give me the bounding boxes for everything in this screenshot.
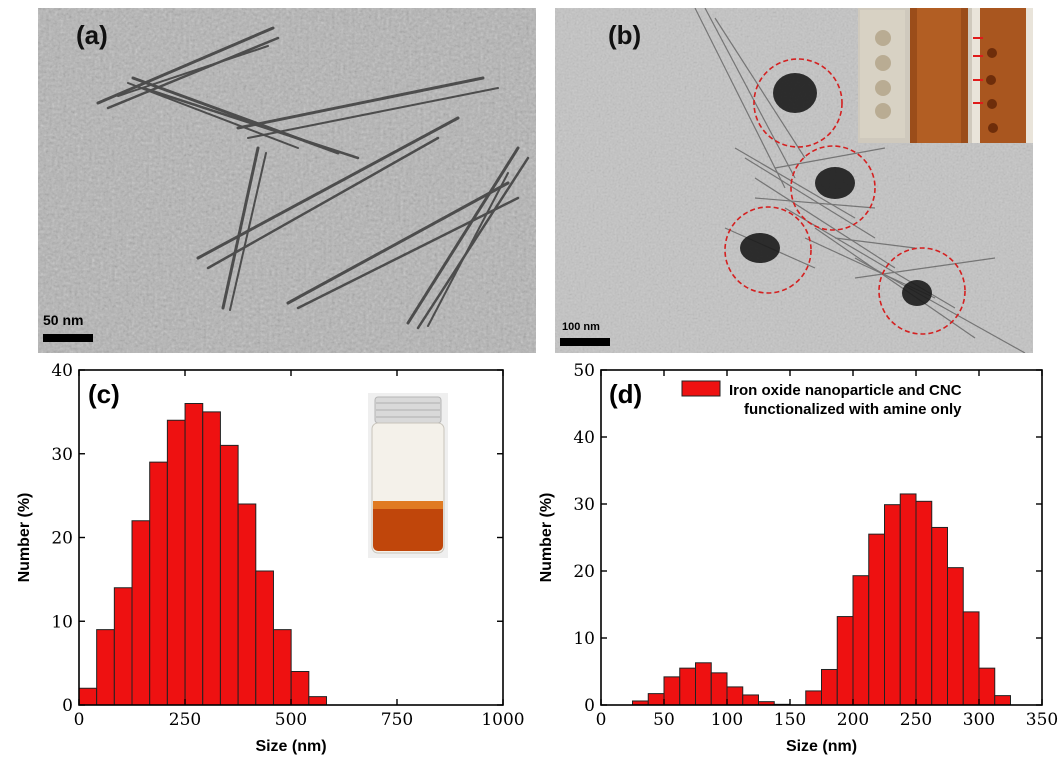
histogram-bar <box>821 668 838 706</box>
x-tick-label: 350 <box>1026 710 1058 730</box>
tem-image-b: (b) 100 nm <box>555 8 1033 353</box>
scale-bar-a <box>43 334 93 342</box>
histogram-bar <box>113 587 133 706</box>
x-axis-title: Size (nm) <box>255 738 326 755</box>
x-tick-label: 150 <box>774 710 806 730</box>
panel-label-a: (a) <box>76 20 108 50</box>
histogram-bar <box>868 533 885 706</box>
histogram-bar <box>96 629 115 706</box>
y-tick-label: 10 <box>51 612 73 632</box>
y-tick-label: 50 <box>573 361 595 381</box>
histogram-bar <box>308 696 328 706</box>
histogram-bar <box>663 676 681 706</box>
tem-image-b-drawing <box>555 8 1033 353</box>
histogram-chart-d: (d) Iron oxide nanoparticle and CNC func… <box>538 361 1058 755</box>
histogram-bar <box>647 693 665 706</box>
histogram-bar <box>237 503 257 706</box>
y-axis-title: Number (%) <box>16 493 33 583</box>
x-tick-label: 0 <box>596 710 607 730</box>
histogram-chart-c: (c) 0 250 500 750 1000 0 10 20 30 40 Size (nm) Numb… <box>16 361 525 755</box>
x-axis-title: Size (nm) <box>786 738 857 755</box>
histogram-bar <box>149 461 168 706</box>
histogram-bar <box>884 504 901 706</box>
histogram-bar <box>78 687 98 706</box>
legend-text-d-line2: functionalized with amine only <box>744 401 962 418</box>
y-axis-title: Number (%) <box>538 493 555 583</box>
histogram-bar <box>899 493 917 706</box>
cnc-network-b <box>694 8 1026 353</box>
histogram-bar <box>836 616 854 706</box>
histogram-bar <box>219 444 239 706</box>
y-tick-label: 10 <box>573 629 595 649</box>
bars <box>78 403 328 706</box>
scale-bar-b <box>560 338 610 346</box>
panel-label-c: (c) <box>88 379 120 409</box>
panel-label-b: (b) <box>608 20 642 50</box>
x-tick-label: 300 <box>963 710 995 730</box>
x-tick-label: 750 <box>381 710 413 730</box>
y-tick-label: 20 <box>573 562 595 582</box>
histogram-bar <box>962 611 980 706</box>
x-tick-label: 1000 <box>481 710 524 730</box>
histogram-bar <box>994 695 1011 706</box>
y-tick-label: 30 <box>573 495 595 515</box>
scale-bar-label-b: 100 nm <box>562 321 600 333</box>
y-tick-label: 0 <box>62 696 73 716</box>
histogram-bar <box>947 567 964 706</box>
histogram-bar <box>202 411 221 706</box>
histogram-bar <box>272 629 292 706</box>
x-tick-label: 250 <box>169 710 201 730</box>
x-tick-label: 0 <box>74 710 85 730</box>
tem-image-a: (a) 50 nm <box>38 8 536 353</box>
highlight-circles <box>724 58 966 335</box>
histogram-bar <box>726 686 744 706</box>
y-tick-label: 40 <box>51 361 73 381</box>
y-tick-label: 30 <box>51 445 73 465</box>
histogram-bar <box>679 667 696 706</box>
histogram-bar <box>131 520 151 706</box>
histogram-bar <box>695 662 712 706</box>
bars <box>632 493 1011 706</box>
y-tick-label: 20 <box>51 529 73 549</box>
panel-label-d: (d) <box>609 379 642 409</box>
nanocrystal-rods-a <box>96 26 530 330</box>
histogram-bar <box>742 694 759 706</box>
histogram-bar <box>166 419 186 706</box>
x-tick-label: 200 <box>837 710 869 730</box>
legend-text-d-line1: Iron oxide nanoparticle and CNC <box>729 382 962 399</box>
histogram-bar <box>852 575 870 706</box>
histogram-bar <box>710 672 728 706</box>
inset-photos-b <box>858 8 1033 143</box>
inset-vial-photo <box>368 393 448 558</box>
histogram-bar <box>915 500 933 706</box>
histogram-bar <box>255 570 274 706</box>
histogram-bar <box>931 526 948 706</box>
scale-bar-label-a: 50 nm <box>43 312 84 328</box>
plot-frame <box>600 369 1043 706</box>
y-tick-label: 40 <box>573 428 595 448</box>
nanoparticle-clusters <box>740 73 932 306</box>
histogram-bar <box>290 671 310 706</box>
histogram-bar <box>978 667 996 706</box>
x-tick-label: 50 <box>653 710 675 730</box>
x-tick-label: 250 <box>900 710 932 730</box>
x-tick-label: 500 <box>275 710 307 730</box>
y-tick-label: 0 <box>584 696 595 716</box>
tem-image-a-drawing <box>38 8 536 353</box>
legend-swatch-d <box>681 380 721 397</box>
x-tick-label: 100 <box>711 710 743 730</box>
histogram-bar <box>184 403 204 706</box>
histogram-bar <box>805 690 822 706</box>
